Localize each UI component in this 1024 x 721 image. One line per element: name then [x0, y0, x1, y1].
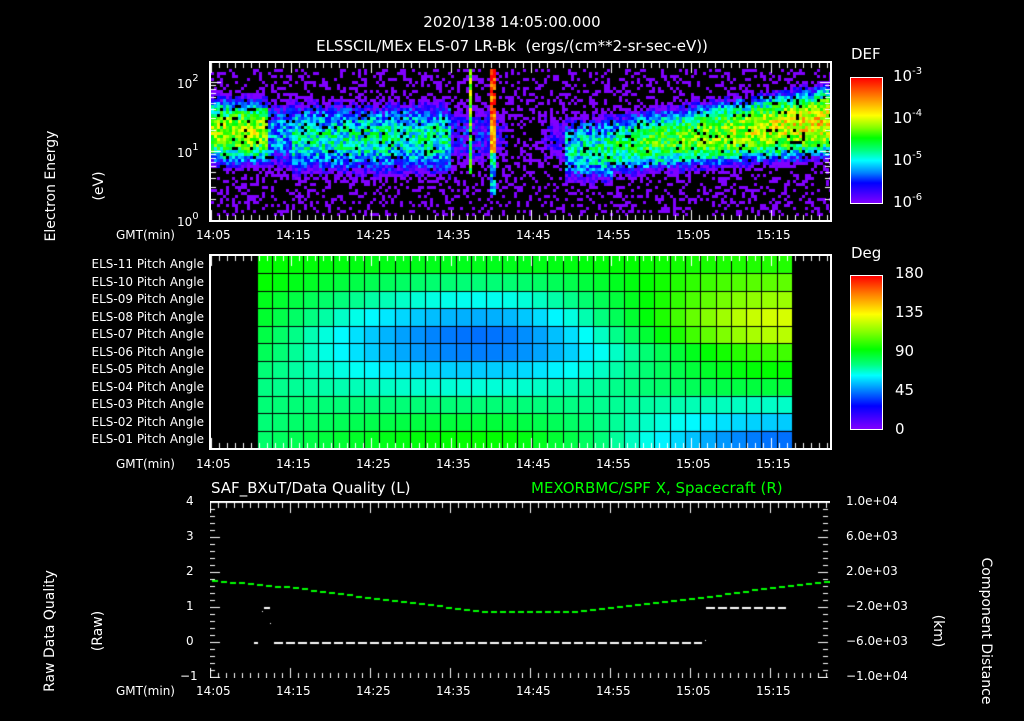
time-tick: 14:15 [276, 684, 311, 698]
p3-right-tick: 2.0e+03 [846, 564, 898, 578]
time-tick: 14:15 [276, 457, 311, 471]
pa-row-label: ELS-09 Pitch Angle [91, 292, 204, 306]
pa-row-label: ELS-03 Pitch Angle [91, 397, 204, 411]
pitch-angle-canvas[interactable] [211, 256, 830, 448]
time-axis-label: GMT(min) [116, 228, 175, 242]
time-tick: 14:05 [196, 684, 231, 698]
pa-row-label: ELS-04 Pitch Angle [91, 379, 204, 394]
time-tick: 14:05 [196, 457, 231, 471]
p3-left-tick: 4 [186, 494, 194, 508]
time-tick: 15:05 [676, 228, 711, 242]
time-axis-label: GMT(min) [116, 684, 175, 698]
time-tick: 15:05 [676, 684, 711, 698]
time-tick: 14:25 [356, 457, 391, 471]
time-tick: 15:15 [756, 684, 791, 698]
colorbar2-tick: 0 [895, 420, 905, 438]
line-plot-panel[interactable] [210, 501, 830, 678]
pa-row-label: ELS-10 Pitch Angle [91, 274, 204, 289]
time-tick: 15:15 [756, 457, 791, 471]
spectrogram-panel[interactable] [209, 61, 832, 222]
time-tick: 14:15 [276, 228, 311, 242]
pa-row-label: ELS-05 Pitch Angle [91, 362, 204, 376]
pitch-angle-panel[interactable] [209, 254, 832, 450]
p3-right-tick: −2.0e+03 [846, 599, 908, 613]
p3-right-tick: 6.0e+03 [846, 529, 898, 543]
time-axis-label: GMT(min) [116, 457, 175, 471]
p3-left-tick: 2 [186, 564, 194, 578]
p3-right-tick: −6.0e+03 [846, 634, 908, 648]
p3-left-tick: −1 [180, 669, 198, 683]
time-tick: 14:35 [436, 684, 471, 698]
colorbar1-tick: 10-4 [893, 108, 923, 127]
colorbar2-tick: 180 [895, 264, 924, 282]
time-tick: 15:15 [756, 228, 791, 242]
time-tick: 14:55 [596, 457, 631, 471]
colorbar2-tick: 45 [895, 381, 915, 399]
time-tick: 15:05 [676, 457, 711, 471]
spectrogram-canvas[interactable] [211, 63, 830, 220]
pa-row-label: ELS-02 Pitch Angle [91, 414, 204, 429]
pa-row-label: ELS-06 Pitch Angle [91, 344, 204, 359]
colorbar2-tick: 135 [895, 303, 924, 321]
colorbar2-tick: 90 [895, 342, 915, 360]
pa-row-label: ELS-11 Pitch Angle [91, 257, 204, 271]
colorbar1-title: DEF [851, 45, 881, 63]
time-tick: 14:55 [596, 228, 631, 242]
time-tick: 14:25 [356, 684, 391, 698]
time-tick: 14:35 [436, 228, 471, 242]
colorbar1-gradient [850, 77, 883, 204]
p1-ytick-10: 101 [177, 142, 199, 160]
time-tick: 14:45 [516, 684, 551, 698]
p1-time-axis: GMT(min) 14:05 14:15 14:25 14:35 14:45 1… [0, 228, 1024, 244]
p3-left-tick: 1 [186, 599, 194, 613]
p3-right-tick: −1.0e+04 [846, 669, 908, 683]
time-tick: 14:55 [596, 684, 631, 698]
pa-row-label: ELS-08 Pitch Angle [91, 309, 204, 324]
panel3-left-title: SAF_BXuT/Data Quality (L) [211, 479, 411, 497]
plot-subtitle: ELSSCIL/MEx ELS-07 LR-Bk (ergs/(cm**2-sr… [316, 37, 708, 55]
pa-row-label: ELS-01 Pitch Angle [91, 432, 204, 446]
p3-time-axis: GMT(min) 14:05 14:15 14:25 14:35 14:45 1… [0, 684, 1024, 700]
time-tick: 14:45 [516, 228, 551, 242]
p3-left-tick: 3 [186, 529, 194, 543]
p1-ytick-1: 100 [177, 211, 199, 229]
time-tick: 14:45 [516, 457, 551, 471]
time-tick: 14:05 [196, 228, 231, 242]
time-tick: 14:35 [436, 457, 471, 471]
colorbar2-title: Deg [851, 244, 882, 262]
plot-datetime: 2020/138 14:05:00.000 [423, 13, 601, 31]
colorbar1-tick: 10-3 [893, 66, 923, 85]
time-tick: 14:25 [356, 228, 391, 242]
colorbar1-tick: 10-6 [893, 192, 923, 211]
line-plot-canvas[interactable] [210, 501, 830, 678]
p2-time-axis: GMT(min) 14:05 14:15 14:25 14:35 14:45 1… [0, 457, 1024, 473]
p3-right-tick: 1.0e+04 [846, 494, 898, 508]
panel3-right-title: MEXORBMC/SPF X, Spacecraft (R) [531, 479, 783, 497]
pa-row-label: ELS-07 Pitch Angle [91, 327, 204, 341]
colorbar2-gradient [850, 275, 883, 430]
p1-ytick-100: 102 [177, 73, 199, 91]
colorbar1-tick: 10-5 [893, 150, 923, 169]
p3-left-tick: 0 [186, 634, 194, 648]
